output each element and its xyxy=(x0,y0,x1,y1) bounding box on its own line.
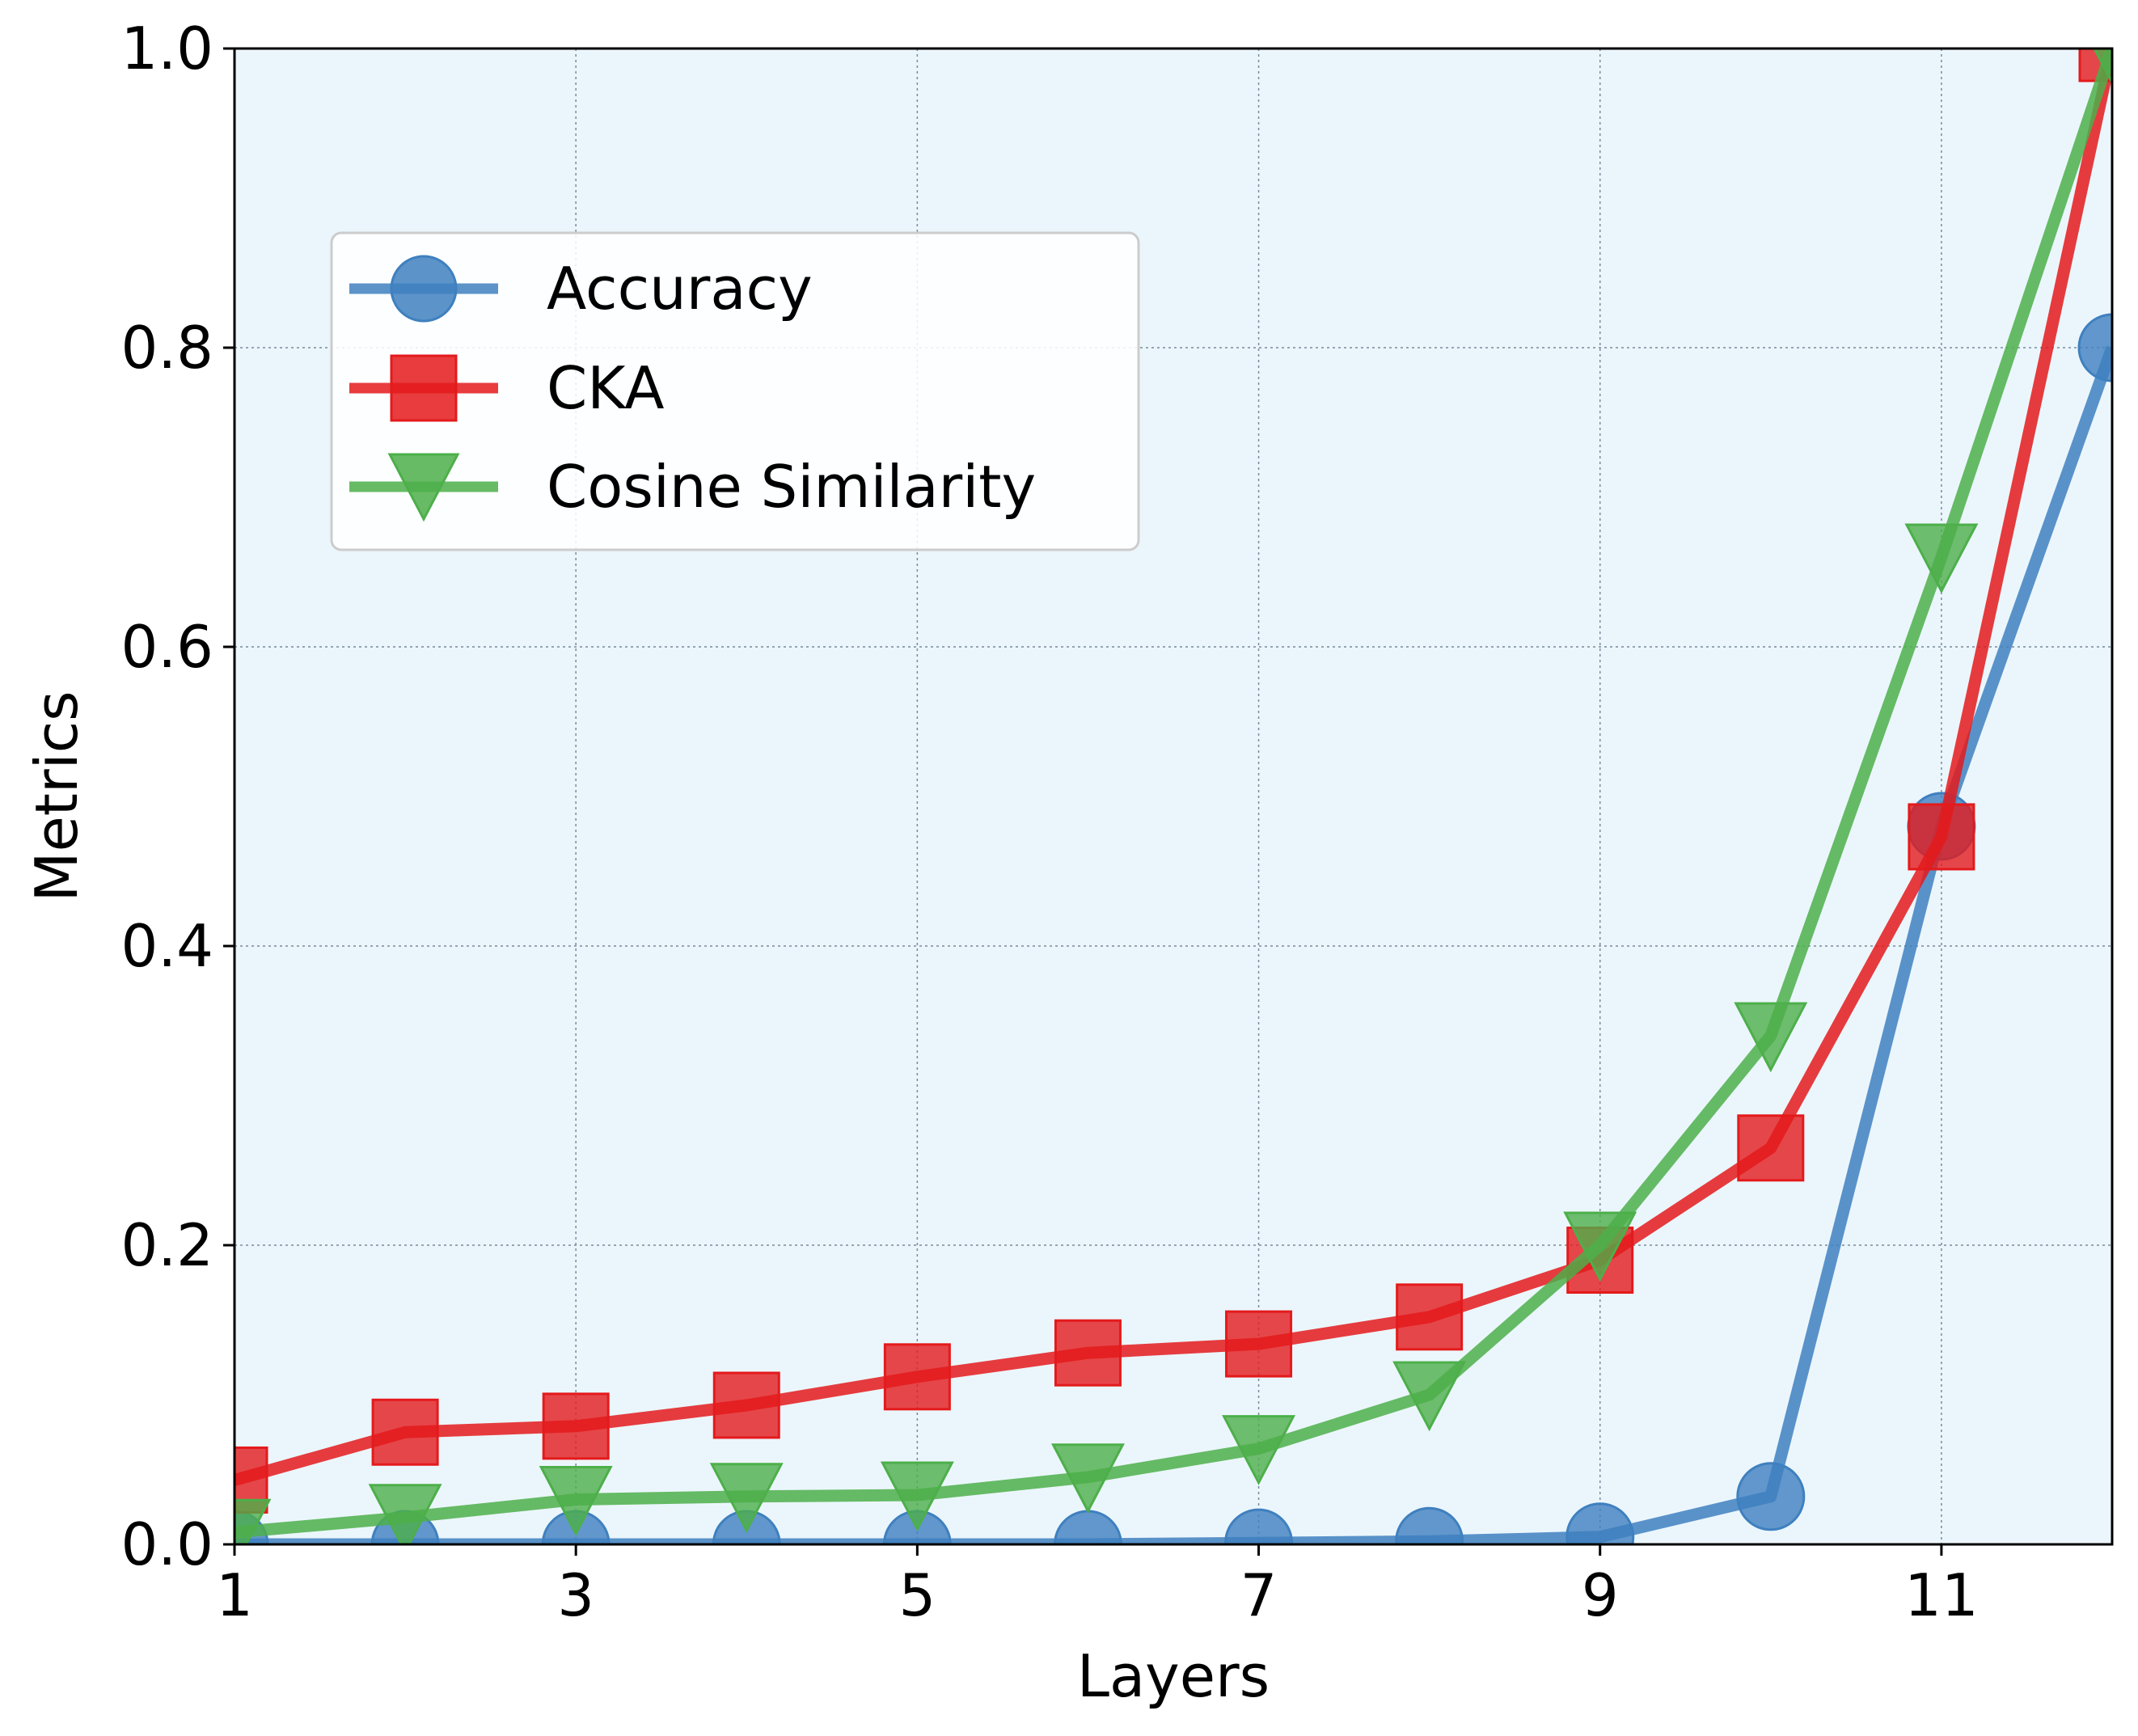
x-tick-label: 11 xyxy=(1904,1561,1979,1629)
data-point-cosine-similarity xyxy=(709,1463,784,1534)
legend-marker-cosine xyxy=(387,453,460,522)
x-tick-label: 7 xyxy=(1240,1561,1278,1629)
x-tick-label: 1 xyxy=(216,1561,253,1629)
axis-ticks: 0.0 0.2 0.4 0.6 0.8 1.0 1 3 5 7 9 11 xyxy=(120,15,1978,1629)
series-line-cosine-similarity xyxy=(235,49,2112,1539)
x-tick-label: 5 xyxy=(898,1561,936,1629)
x-tick-label: 3 xyxy=(557,1561,594,1629)
data-point-cka xyxy=(542,1392,610,1460)
y-tick-label: 1.0 xyxy=(120,15,213,82)
data-point-accuracy xyxy=(1736,1462,1806,1531)
legend-box xyxy=(330,231,1140,551)
data-point-cosine-similarity xyxy=(1222,1415,1296,1485)
y-tick-label: 0.8 xyxy=(120,314,213,382)
legend-label-accuracy: Accuracy xyxy=(547,255,813,323)
data-point-cka xyxy=(883,1343,951,1411)
legend-marker-accuracy xyxy=(390,255,458,323)
data-point-cosine-similarity xyxy=(880,1461,954,1532)
data-point-cka xyxy=(1054,1319,1122,1387)
legend-entry-cka: CKA xyxy=(349,354,664,422)
data-point-cosine-similarity xyxy=(539,1466,613,1536)
data-point-accuracy xyxy=(1565,1502,1635,1544)
legend-entry-cosine-similarity: Cosine Similarity xyxy=(349,453,1036,522)
plot-frame xyxy=(233,47,2114,1546)
data-point-cosine-similarity xyxy=(1563,1211,1637,1282)
data-point-accuracy xyxy=(1395,1506,1464,1544)
data-point-cosine-similarity xyxy=(1392,1361,1467,1432)
data-point-accuracy xyxy=(1224,1508,1294,1544)
data-point-cosine-similarity xyxy=(1904,523,1979,594)
y-tick-label: 0.4 xyxy=(120,912,213,980)
x-tick-label: 9 xyxy=(1582,1561,1619,1629)
data-point-cka xyxy=(1908,803,1975,871)
data-point-cosine-similarity xyxy=(1734,1002,1808,1073)
legend-marker-cka xyxy=(390,354,458,422)
data-point-cka xyxy=(1737,1114,1805,1182)
data-point-cka xyxy=(1225,1310,1293,1378)
data-point-cka xyxy=(1396,1283,1464,1351)
y-tick-label: 0.2 xyxy=(120,1211,213,1279)
legend-label-cosine-similarity: Cosine Similarity xyxy=(547,453,1036,521)
data-point-cosine-similarity xyxy=(1050,1443,1125,1514)
y-axis-title: Metrics xyxy=(23,691,91,902)
series-cosine-similarity xyxy=(235,49,2112,1544)
legend: Accuracy CKA Cosine Similarity xyxy=(330,231,1140,551)
data-point-cosine-similarity xyxy=(368,1484,442,1544)
legend-entry-accuracy: Accuracy xyxy=(349,255,813,323)
data-point-cka xyxy=(371,1398,439,1466)
data-point-cosine-similarity xyxy=(235,1498,272,1544)
data-point-accuracy xyxy=(2077,313,2112,382)
data-point-cka xyxy=(712,1371,780,1439)
x-axis-title: Layers xyxy=(1077,1642,1270,1710)
legend-label-cka: CKA xyxy=(547,354,664,422)
y-tick-label: 0.6 xyxy=(120,613,213,681)
y-tick-label: 0.0 xyxy=(120,1510,213,1578)
